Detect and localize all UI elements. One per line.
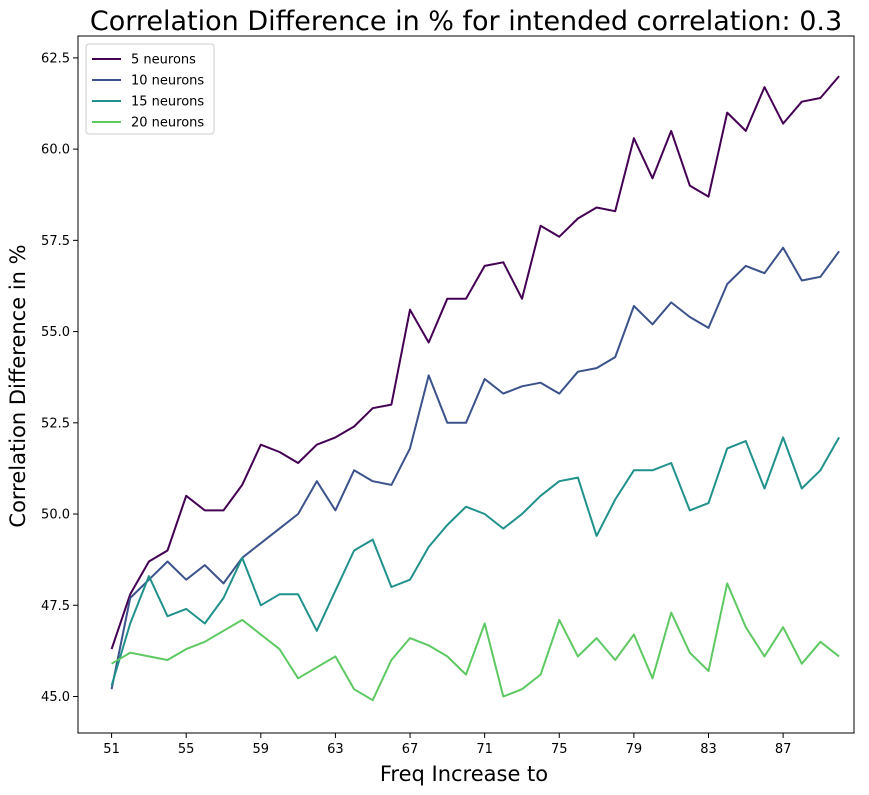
x-tick-label: 51: [103, 742, 120, 757]
x-axis: 51 55 59 63 67 71 75 79 83 87: [103, 733, 791, 757]
y-tick-label: 55.0: [41, 325, 70, 340]
x-tick-label: 67: [402, 742, 419, 757]
legend-label: 5 neurons: [131, 53, 196, 68]
x-tick-label: 63: [327, 742, 344, 757]
series-line-2: [110, 246, 840, 690]
y-tick-label: 52.5: [41, 416, 70, 431]
plot-area: [77, 35, 855, 734]
y-tick-label: 47.5: [41, 599, 70, 614]
y-tick-label: 60.0: [41, 143, 70, 158]
x-tick-label: 79: [626, 742, 643, 757]
series-line-3: [110, 436, 840, 686]
x-tick-label: 83: [700, 742, 717, 757]
y-axis: 45.0 47.5 50.0 52.5 55.0 57.5 60.0 62.5: [41, 51, 78, 705]
x-axis-label: Freq Increase to: [380, 762, 548, 786]
y-tick-label: 45.0: [41, 690, 70, 705]
x-tick-label: 75: [551, 742, 568, 757]
legend: 5 neurons 10 neurons 15 neurons 20 neurons: [85, 43, 215, 135]
y-axis-label: Correlation Difference in %: [6, 244, 30, 527]
x-tick-label: 87: [775, 742, 792, 757]
legend-label: 10 neurons: [131, 74, 204, 89]
series-line-4: [111, 582, 840, 702]
chart-title: Correlation Difference in % for intended…: [90, 6, 842, 37]
legend-label: 20 neurons: [131, 116, 204, 131]
x-tick-label: 59: [253, 742, 270, 757]
series-line-1: [110, 75, 840, 650]
legend-box: [85, 43, 215, 135]
y-tick-label: 57.5: [41, 234, 70, 249]
series-layer: [110, 75, 840, 702]
legend-label: 15 neurons: [131, 95, 204, 110]
x-tick-label: 71: [476, 742, 493, 757]
x-tick-label: 55: [178, 742, 195, 757]
y-tick-label: 62.5: [41, 51, 70, 66]
y-tick-label: 50.0: [41, 508, 70, 523]
